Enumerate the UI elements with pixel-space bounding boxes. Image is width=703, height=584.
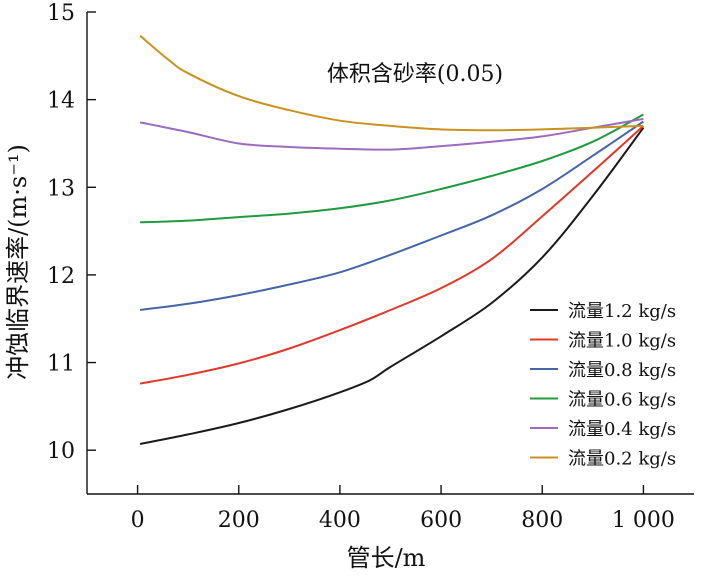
series-line — [139, 125, 645, 385]
x-tick-label: 200 — [218, 508, 260, 533]
x-axis-title: 管长/m — [347, 544, 426, 572]
legend: 流量1.2 kg/s 流量1.0 kg/s 流量0.8 kg/s 流量0.6 kg/s… — [530, 301, 676, 470]
chart-annotation: 体积含砂率(0.05) — [327, 62, 503, 87]
x-tick-label: 800 — [521, 508, 563, 533]
series-line — [139, 117, 644, 151]
y-tick-label: 10 — [47, 439, 75, 464]
series-line — [139, 127, 645, 445]
legend-label: 流量1.0 kg/s — [568, 331, 676, 352]
y-tick-label: 11 — [47, 352, 75, 377]
x-tick-label: 400 — [319, 508, 361, 533]
x-tick-label: 1 000 — [612, 508, 675, 533]
legend-label: 流量0.6 kg/s — [568, 390, 676, 411]
y-tick-label: 15 — [47, 1, 75, 26]
series-line — [139, 34, 644, 132]
axes: 0 200 400 600 800 1 000 10 11 12 13 14 15 — [47, 1, 694, 533]
x-tick-label: 600 — [420, 508, 462, 533]
y-axis-title: 冲蚀临界速率/(m·s⁻¹) — [4, 144, 32, 380]
y-tick-label: 13 — [47, 176, 75, 201]
legend-label: 流量0.2 kg/s — [568, 449, 676, 470]
y-tick-label: 14 — [47, 89, 75, 114]
series-line — [140, 113, 644, 224]
plot-area — [139, 34, 645, 445]
series-line — [139, 120, 644, 311]
legend-label: 流量0.8 kg/s — [568, 360, 676, 381]
x-tick-label: 0 — [131, 508, 145, 533]
legend-label: 流量0.4 kg/s — [568, 419, 676, 440]
y-tick-label: 12 — [47, 264, 75, 289]
legend-label: 流量1.2 kg/s — [568, 301, 676, 322]
